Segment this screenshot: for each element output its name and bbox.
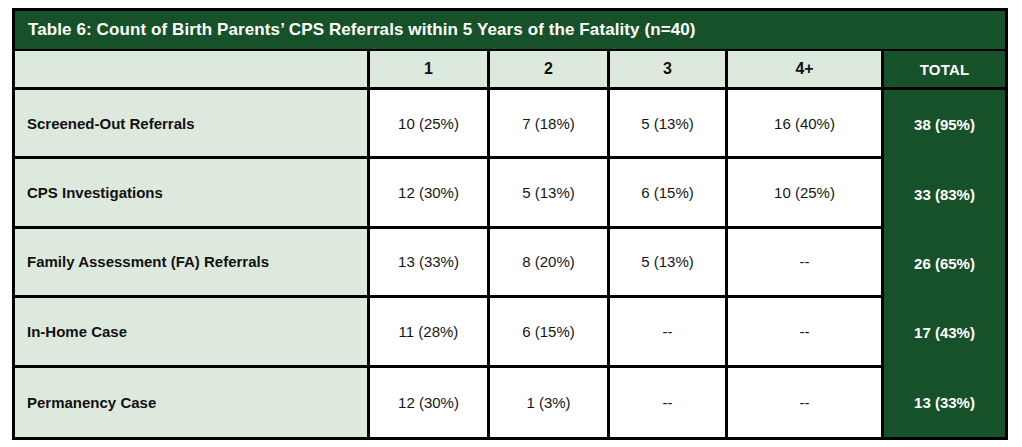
data-cell: -- [728,368,884,437]
data-cell: 1 (3%) [490,368,610,437]
data-cell: 5 (13%) [490,159,610,228]
table-title: Table 6: Count of Birth Parents’ CPS Ref… [15,11,1005,51]
column-header-1: 1 [370,51,490,90]
data-cell: 6 (15%) [490,298,610,367]
row-label: In-Home Case [15,298,370,367]
cps-referrals-table: Table 6: Count of Birth Parents’ CPS Ref… [12,8,1008,440]
data-cell: 8 (20%) [490,229,610,298]
column-header-3: 3 [610,51,728,90]
data-cell: -- [610,298,728,367]
data-cell: 12 (30%) [370,368,490,437]
data-cell: 10 (25%) [370,90,490,159]
header-corner-cell [15,51,370,90]
total-cell: 38 (95%) [884,90,1005,159]
data-cell: 5 (13%) [610,90,728,159]
report-page: Table 6: Count of Birth Parents’ CPS Ref… [0,0,1022,447]
data-cell: -- [728,229,884,298]
total-cell: 26 (65%) [884,229,1005,298]
total-cell: 17 (43%) [884,298,1005,367]
data-cell: 7 (18%) [490,90,610,159]
row-label: Screened-Out Referrals [15,90,370,159]
row-label: Family Assessment (FA) Referrals [15,229,370,298]
column-header-total: TOTAL [884,51,1005,90]
total-cell: 13 (33%) [884,368,1005,437]
data-cell: 10 (25%) [728,159,884,228]
data-cell: 13 (33%) [370,229,490,298]
data-cell: 16 (40%) [728,90,884,159]
data-cell: 12 (30%) [370,159,490,228]
data-cell: -- [610,368,728,437]
column-header-4plus: 4+ [728,51,884,90]
column-header-2: 2 [490,51,610,90]
data-cell: -- [728,298,884,367]
data-cell: 5 (13%) [610,229,728,298]
data-cell: 11 (28%) [370,298,490,367]
row-label: CPS Investigations [15,159,370,228]
row-label: Permanency Case [15,368,370,437]
table-grid: 1 2 3 4+ TOTAL Screened-Out Referrals 10… [15,51,1005,437]
data-cell: 6 (15%) [610,159,728,228]
total-cell: 33 (83%) [884,159,1005,228]
